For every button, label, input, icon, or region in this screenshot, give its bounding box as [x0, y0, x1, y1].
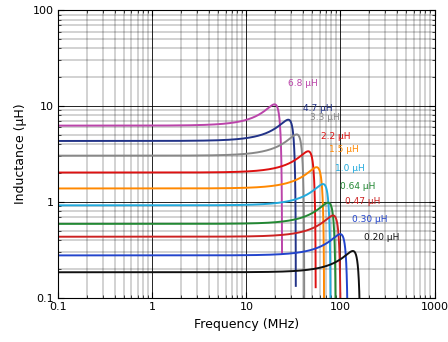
- Text: 0.47 μH: 0.47 μH: [345, 197, 380, 206]
- Text: 0.20 μH: 0.20 μH: [365, 233, 400, 242]
- Text: 1.0 μH: 1.0 μH: [335, 165, 365, 173]
- Text: 3.3 μH: 3.3 μH: [310, 114, 340, 122]
- Text: 0.64 μH: 0.64 μH: [340, 182, 376, 191]
- Text: 4.7 μH: 4.7 μH: [303, 104, 333, 113]
- Text: 0.30 μH: 0.30 μH: [352, 215, 388, 224]
- Y-axis label: Inductance (μH): Inductance (μH): [14, 104, 27, 204]
- Text: 1.5 μH: 1.5 μH: [329, 145, 359, 154]
- Text: 2.2 μH: 2.2 μH: [321, 132, 350, 141]
- X-axis label: Frequency (MHz): Frequency (MHz): [194, 318, 299, 331]
- Text: 6.8 μH: 6.8 μH: [289, 79, 318, 89]
